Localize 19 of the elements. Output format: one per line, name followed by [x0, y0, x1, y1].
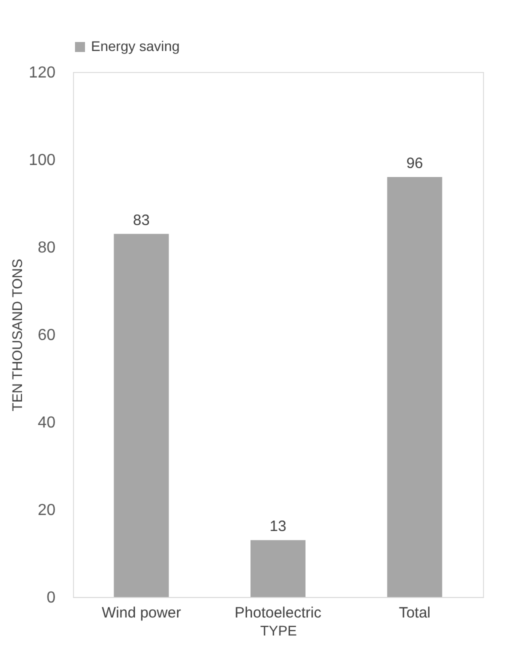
x-axis-title: TYPE	[260, 622, 297, 638]
bar	[387, 177, 442, 597]
y-axis-title: TEN THOUSAND TONS	[8, 258, 25, 412]
data-label: 13	[270, 518, 286, 536]
data-label: 96	[406, 155, 424, 172]
x-tick-label: Photoelectric	[234, 604, 322, 622]
y-tick-label: 60	[38, 327, 56, 344]
y-tick-label: 0	[46, 590, 56, 606]
y-tick-label: 20	[38, 502, 56, 519]
y-tick-label: 80	[38, 240, 56, 256]
y-tick-label: 100	[28, 152, 56, 169]
bar	[114, 234, 169, 597]
legend-label: Energy saving	[91, 38, 180, 54]
data-label: 83	[132, 212, 150, 229]
y-tick-label: 40	[38, 414, 56, 432]
x-tick-label: Total	[398, 604, 431, 622]
y-tick-label: 120	[28, 64, 56, 82]
x-tick-label: Wind power	[102, 604, 181, 622]
bar	[250, 540, 306, 597]
